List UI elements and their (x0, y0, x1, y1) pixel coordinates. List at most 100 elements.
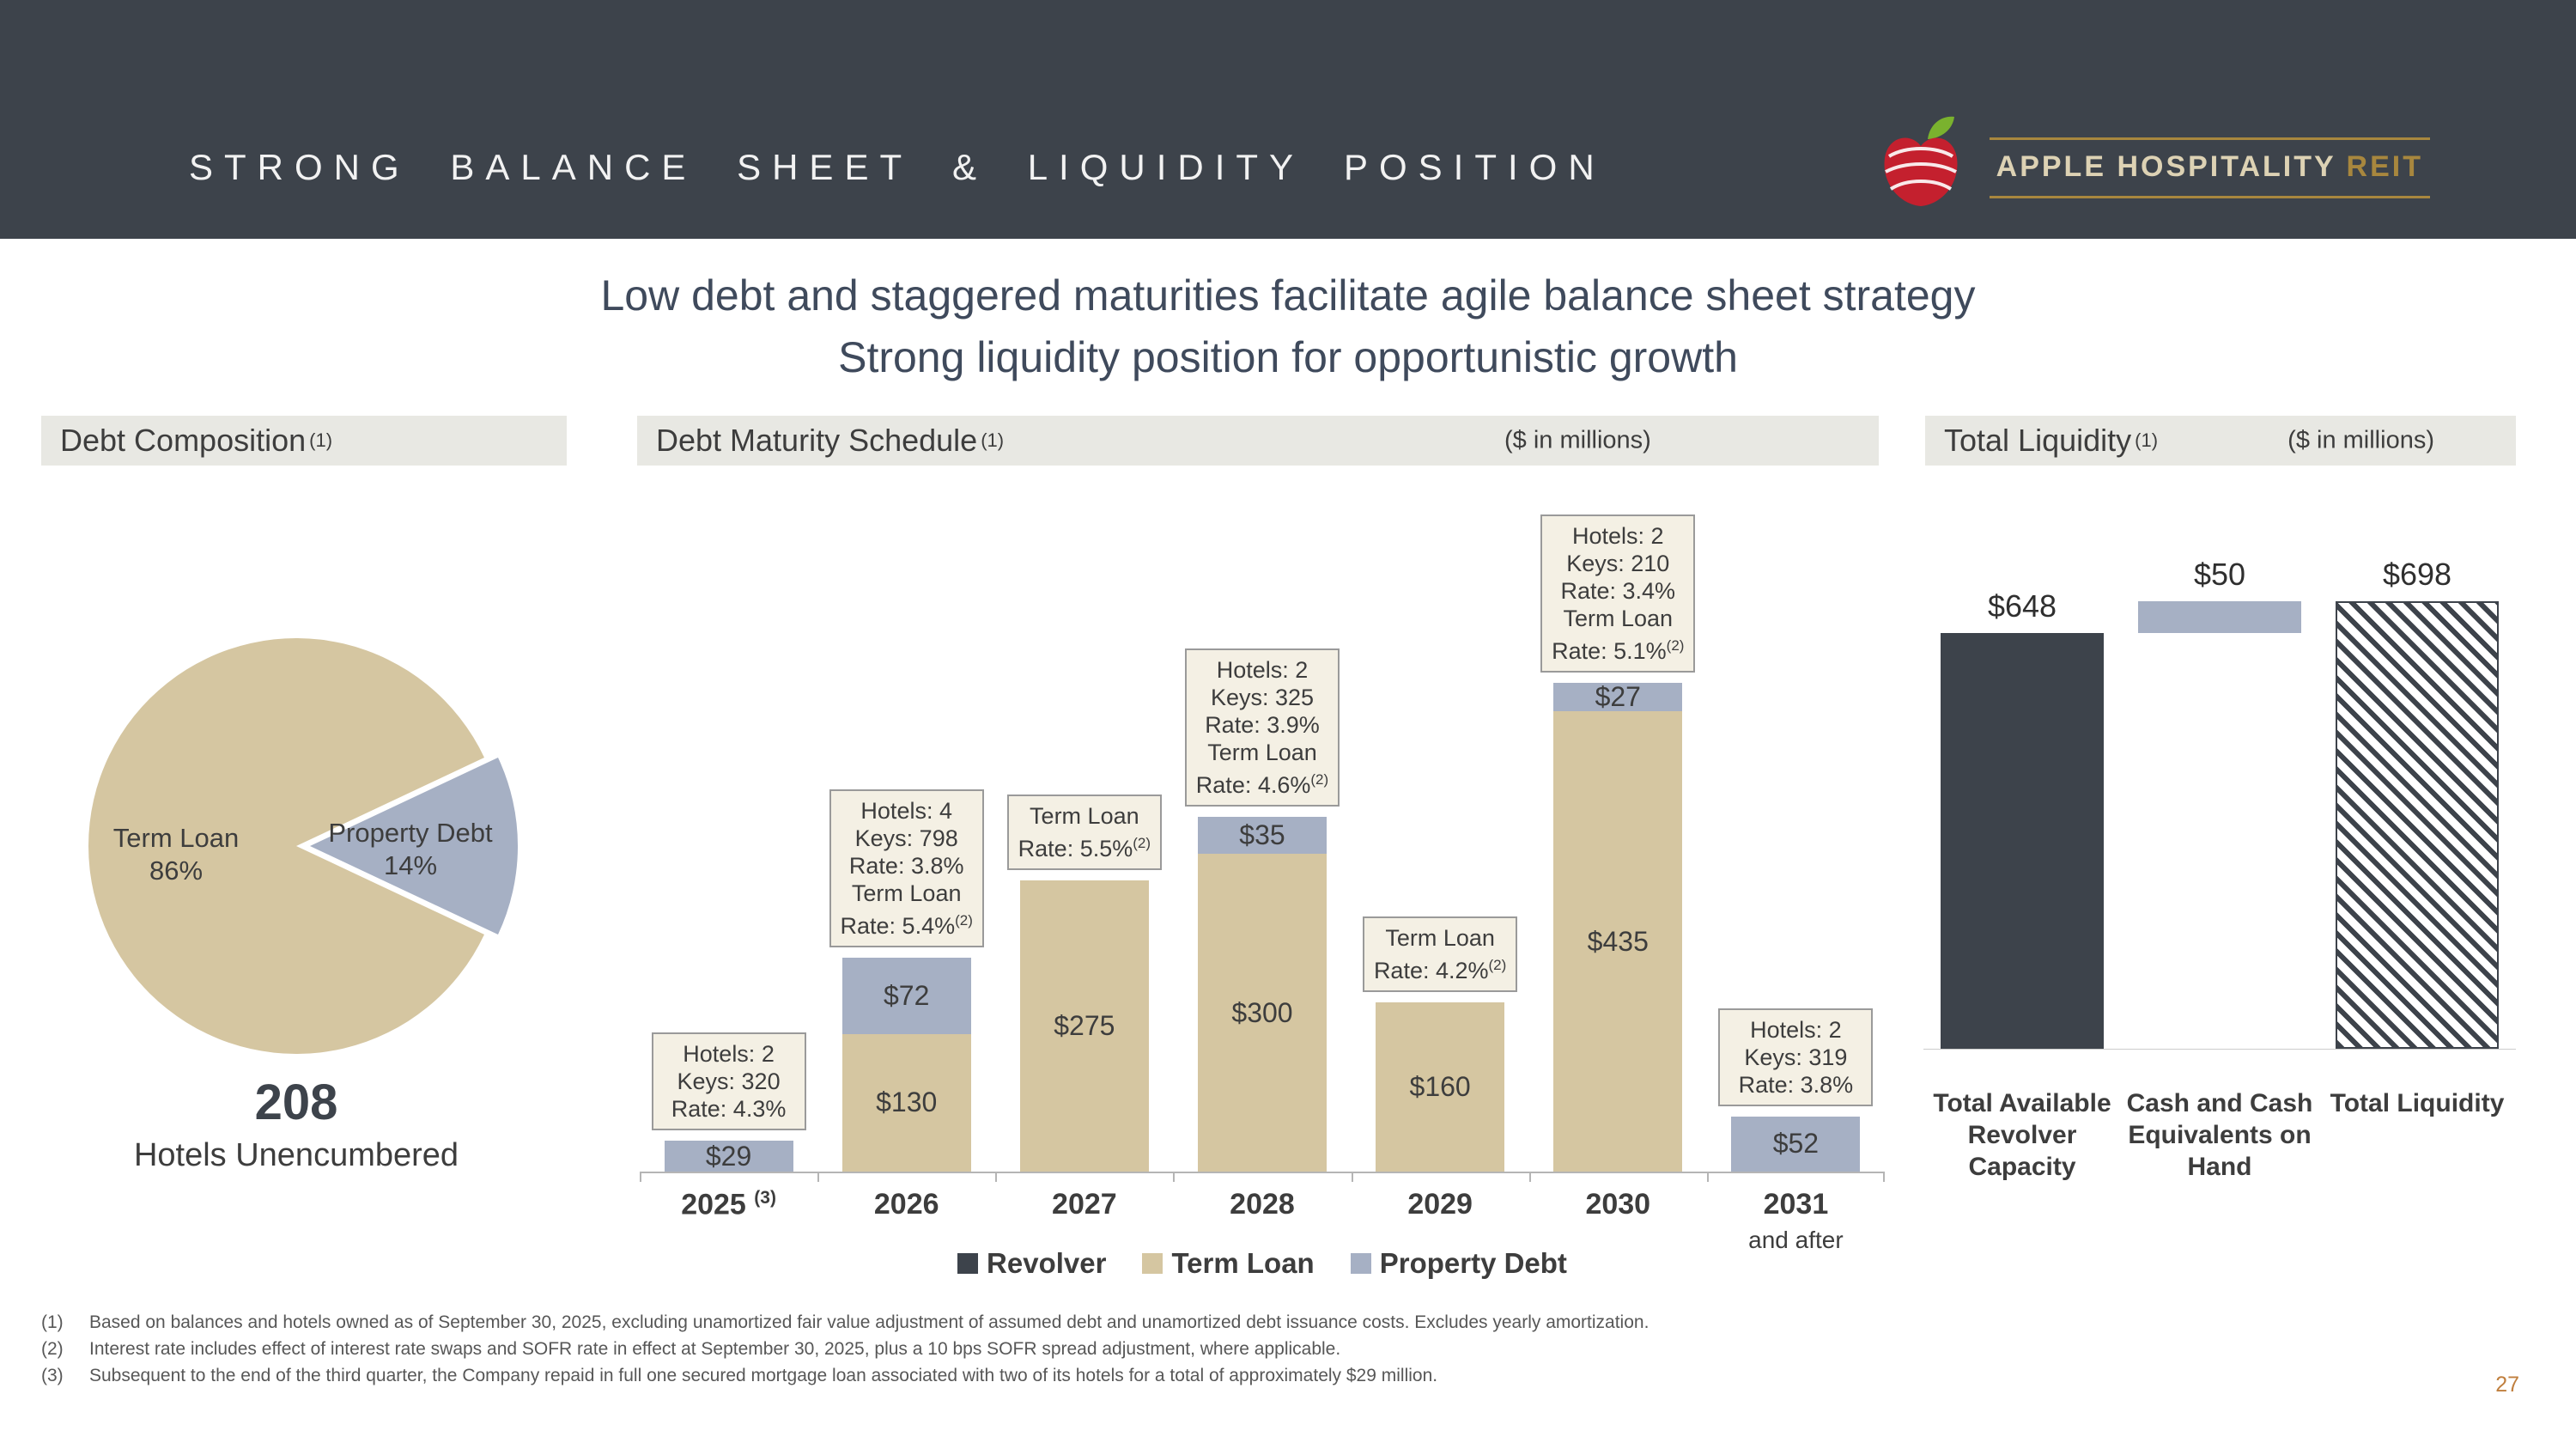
maturity-bar-group: $435 $27 Hotels: 2 Keys: 210 Rate: 3.4% Term … (1528, 507, 1707, 1221)
maturity-bar-group: $29 Hotels: 2 Keys: 320 Rate: 4.3% 2025 (3) (640, 507, 817, 1221)
x-axis-line (1923, 1049, 2516, 1050)
apple-logo-icon (1884, 116, 1958, 206)
bar-value-label: $29 (705, 1140, 752, 1172)
liquidity-bar-total-available-revolver-capacity (1941, 632, 2104, 1049)
bar-value-label: $300 (1231, 996, 1293, 1028)
bar-value-label: $35 (1239, 819, 1285, 851)
section-header-total-liquidity: Total Liquidity (1) ($ in millions) (1925, 416, 2516, 466)
x-axis-label: 2026 (873, 1188, 939, 1221)
subtitle-line-1: Low debt and staggered maturities facili… (600, 271, 1976, 320)
section-title: Total Liquidity (1944, 423, 2132, 458)
footnote-text: Interest rate includes effect of interes… (89, 1339, 1341, 1359)
annotation-box: Hotels: 4 Keys: 798 Rate: 3.8% Term Loan Rat… (829, 789, 984, 948)
legend-swatch-icon (1142, 1253, 1163, 1274)
x-axis-label: 2030 (1585, 1188, 1651, 1221)
slide-title: STRONG BALANCE SHEET & LIQUIDITY POSITIO… (189, 147, 1606, 187)
section-footnote-ref: (1) (2135, 429, 2159, 451)
x-axis-label: 2031 (1763, 1188, 1829, 1221)
maturity-bar-group: $300 $35 Hotels: 2 Keys: 325 Rate: 3.9% Term … (1173, 507, 1351, 1221)
hotels-unencumbered-label: Hotels Unencumbered (133, 1137, 459, 1173)
annotation-box: Hotels: 2 Keys: 319 Rate: 3.8% (1718, 1008, 1874, 1106)
axis-tick (1706, 1172, 1709, 1182)
pie-slice-property-debt (310, 758, 519, 935)
section-header-debt-composition: Debt Composition (1) (41, 416, 567, 466)
pie-chart-svg (88, 638, 519, 1054)
legend-label: Term Loan (1171, 1247, 1315, 1279)
section-footnote-ref: (1) (981, 429, 1005, 451)
legend-item-property-debt: Property Debt (1350, 1247, 1567, 1280)
legend-swatch-icon (957, 1253, 979, 1274)
footnote-marker: (2) (41, 1339, 64, 1359)
page-number: 27 (2495, 1373, 2519, 1397)
pie-slice-term-loan (88, 638, 484, 1054)
bar-value-label: $275 (1054, 1010, 1115, 1042)
x-axis-label: 2025 (3) (681, 1187, 776, 1221)
bar-value-label: $435 (1587, 925, 1649, 957)
footnote-text: Subsequent to the end of the third quart… (89, 1366, 1438, 1385)
liquidity-bar-group: $50 (2121, 556, 2318, 1049)
x-axis-label: 2029 (1407, 1188, 1473, 1221)
liquidity-value-label: $648 (1987, 588, 2057, 624)
chart-legend: Revolver Term Loan Property Debt (640, 1247, 1885, 1280)
liquidity-bar-group: $648 (1923, 558, 2121, 1049)
section-footnote-ref: (1) (309, 429, 333, 451)
x-axis-label: 2028 (1230, 1188, 1295, 1221)
debt-composition-pie-chart: Term Loan 86% Property Debt 14% (77, 623, 558, 1069)
bar-value-label: $72 (884, 979, 930, 1011)
legend-item-revolver: Revolver (957, 1247, 1106, 1280)
liquidity-value-label: $50 (2193, 556, 2246, 592)
units-label: ($ in millions) (1504, 426, 1651, 454)
slide-subtitle: Low debt and staggered maturities facili… (0, 265, 2576, 388)
liquidity-bar-cash-and-cash-equivalents-on-hand (2138, 600, 2301, 633)
legend-swatch-icon (1350, 1253, 1371, 1274)
bar-segment-term-loan: $435 (1553, 711, 1683, 1172)
bar-segment-term-loan: $160 (1376, 1002, 1505, 1172)
brand-wordmark: APPLE HOSPITALITY REIT (1989, 137, 2430, 198)
brand-suffix: REIT (2346, 149, 2423, 183)
bar-segment-property-debt: $52 (1731, 1116, 1861, 1172)
axis-tick (817, 1172, 820, 1182)
bar-segment-property-debt: $27 (1553, 680, 1683, 712)
section-title: Debt Composition (60, 423, 307, 458)
bar-segment-property-debt: $29 (664, 1140, 793, 1172)
footnote-marker: (3) (41, 1366, 64, 1385)
bar-segment-property-debt: $35 (1197, 817, 1327, 855)
pie-label-property-debt: Property Debt 14% (328, 818, 493, 880)
annotation-box: Term Loan Rate: 4.2%(2) (1363, 916, 1518, 992)
x-axis-line (640, 1172, 1885, 1173)
annotation-box: Term Loan Rate: 5.5%(2) (1006, 795, 1162, 871)
legend-label: Revolver (987, 1247, 1107, 1279)
header-bar: STRONG BALANCE SHEET & LIQUIDITY POSITIO… (0, 0, 2576, 239)
bar-value-label: $160 (1409, 1070, 1471, 1102)
total-liquidity-chart: $648 $50 $698 (1923, 556, 2516, 1050)
axis-tick (1351, 1172, 1353, 1182)
annotation-box: Hotels: 2 Keys: 210 Rate: 3.4% Term Loan Rat… (1540, 514, 1696, 673)
bar-segment-term-loan: $130 (841, 1033, 971, 1172)
footnote-text: Based on balances and hotels owned as of… (89, 1312, 1649, 1332)
x-axis-sublabel: and after (1748, 1227, 1844, 1253)
footnote-marker: (1) (41, 1312, 64, 1332)
liquidity-category-label: Cash and Cash Equivalents on Hand (2126, 1089, 2313, 1181)
maturity-bar-group: $160 Term Loan Rate: 4.2%(2) 2029 (1351, 507, 1529, 1221)
hotels-unencumbered-value: 208 (254, 1075, 338, 1130)
bar-value-label: $52 (1772, 1128, 1820, 1160)
liquidity-value-label: $698 (2382, 556, 2452, 592)
axis-tick (995, 1172, 998, 1182)
units-label: ($ in millions) (2287, 426, 2434, 454)
footnote-3: (3) Subsequent to the end of the third q… (41, 1366, 1930, 1386)
bar-value-label: $130 (876, 1087, 938, 1118)
x-axis-label: 2027 (1052, 1188, 1117, 1221)
brand-logo: APPLE HOSPITALITY REIT (1878, 112, 2430, 223)
section-title: Debt Maturity Schedule (656, 423, 978, 458)
legend-item-term-loan: Term Loan (1142, 1247, 1315, 1280)
annotation-box: Hotels: 2 Keys: 320 Rate: 4.3% (651, 1032, 806, 1131)
bar-segment-term-loan: $275 (1019, 880, 1149, 1172)
maturity-bar-group: $130 $72 Hotels: 4 Keys: 798 Rate: 3.8% Term … (817, 507, 995, 1221)
debt-maturity-chart: $29 Hotels: 2 Keys: 320 Rate: 4.3% 2025 (3) $… (640, 507, 1885, 1253)
bar-value-label: $27 (1595, 680, 1641, 712)
bar-segment-term-loan: $300 (1197, 854, 1327, 1172)
footnote-2: (2) Interest rate includes effect of int… (41, 1339, 1930, 1360)
subtitle-line-2: Strong liquidity position for opportunis… (838, 333, 1738, 381)
legend-label: Property Debt (1379, 1247, 1567, 1279)
